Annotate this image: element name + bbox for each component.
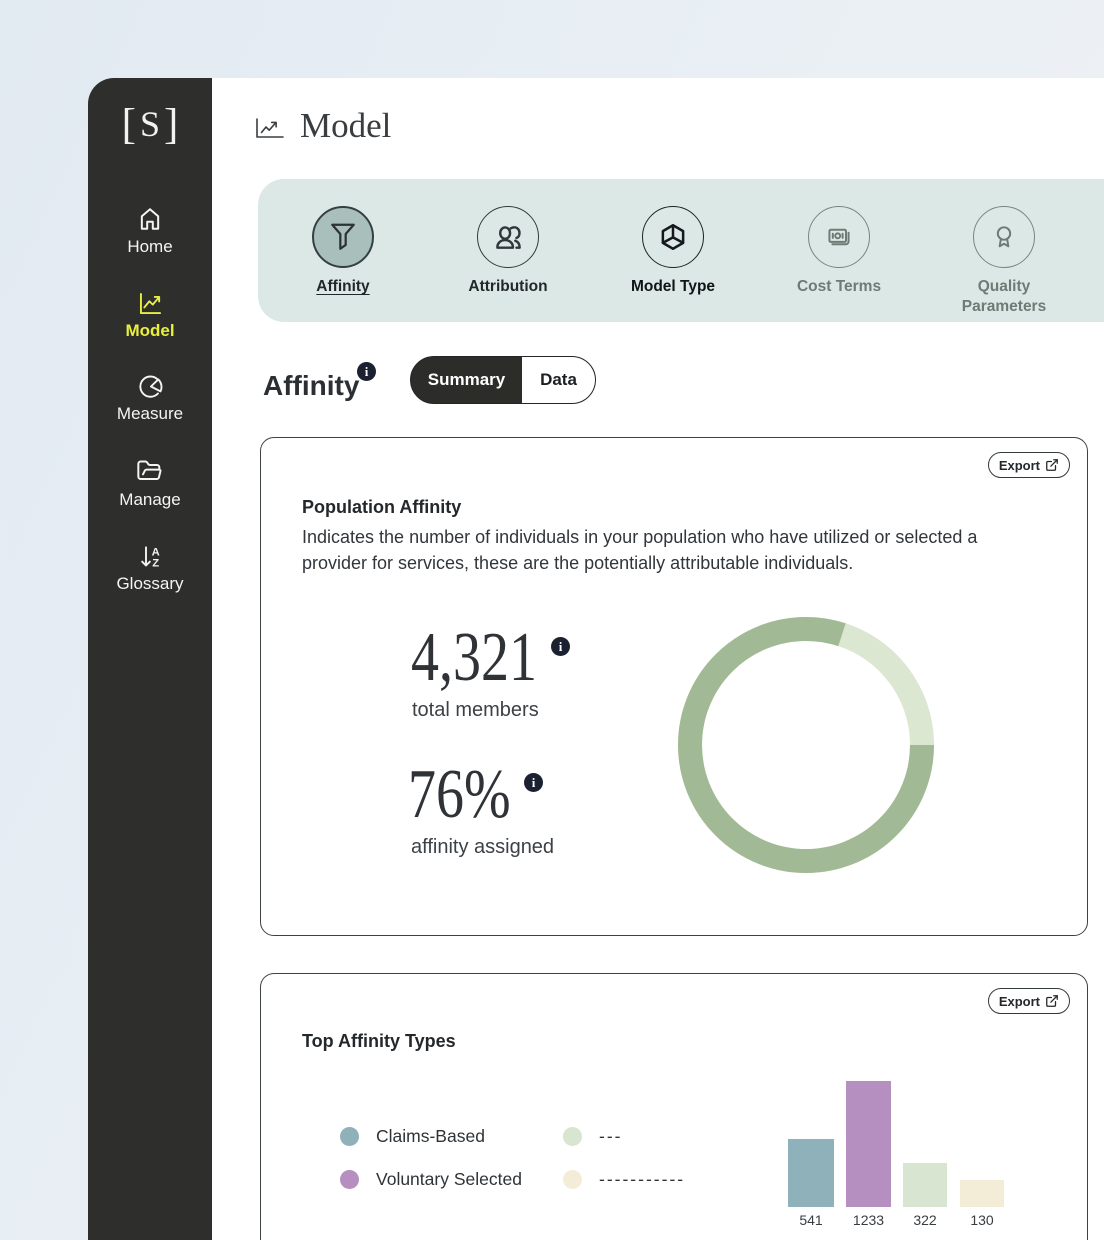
svg-text:A: A xyxy=(151,547,159,559)
svg-text:Z: Z xyxy=(152,557,159,569)
